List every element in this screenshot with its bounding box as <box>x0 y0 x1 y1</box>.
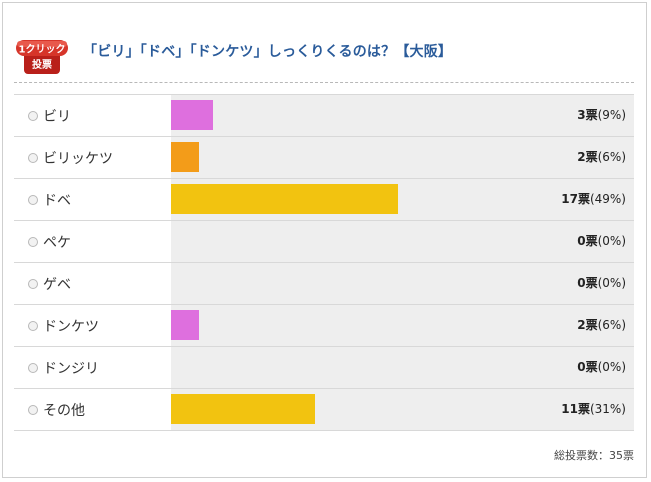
poll-row: ペケ 0票(0%) <box>14 221 634 263</box>
poll-option[interactable]: ペケ <box>14 221 171 262</box>
vote-count: 0 <box>577 276 586 290</box>
poll-row: ドンジリ 0票(0%) <box>14 347 634 389</box>
result-value: 2票(6%) <box>577 305 626 346</box>
vote-percent: (6%) <box>597 318 626 332</box>
poll-option[interactable]: ドベ <box>14 179 171 220</box>
vote-percent: (9%) <box>597 108 626 122</box>
poll-row: ビリ 3票(9%) <box>14 95 634 137</box>
radio-button[interactable] <box>28 404 38 415</box>
total-votes: 総投票数：35票 <box>554 449 634 462</box>
vote-unit: 票 <box>585 108 598 122</box>
vote-percent: (0%) <box>597 234 626 248</box>
radio-button[interactable] <box>28 362 38 373</box>
result-value: 0票(0%) <box>577 347 626 388</box>
radio-button[interactable] <box>28 194 38 205</box>
poll-title: 「ビリ」「ドベ」「ドンケツ」しっくりくるのは？【大阪】 <box>83 44 453 60</box>
result-bar <box>171 310 199 340</box>
result-bar-track: 3票(9%) <box>171 95 634 136</box>
radio-button[interactable] <box>28 152 38 163</box>
vote-percent: (6%) <box>597 150 626 164</box>
vote-count: 2 <box>577 318 586 332</box>
option-label: ゲベ <box>43 276 71 293</box>
vote-count: 0 <box>577 360 586 374</box>
vote-unit: 票 <box>585 318 598 332</box>
option-label: ドベ <box>43 192 71 209</box>
result-bar-track: 17票(49%) <box>171 179 634 220</box>
vote-unit: 票 <box>585 150 598 164</box>
vote-unit: 票 <box>585 276 598 290</box>
result-bar <box>171 394 315 424</box>
result-value: 17票(49%) <box>561 179 626 220</box>
option-label: ビリッケツ <box>43 150 113 167</box>
vote-count: 2 <box>577 150 586 164</box>
result-bar <box>171 100 213 130</box>
vote-percent: (49%) <box>589 192 626 206</box>
result-bar-track: 2票(6%) <box>171 305 634 346</box>
poll-option[interactable]: ゲベ <box>14 263 171 304</box>
vote-count: 17 <box>561 192 578 206</box>
result-bar <box>171 184 398 214</box>
vote-count: 0 <box>577 234 586 248</box>
badge-line1: 1クリック <box>19 44 66 56</box>
option-label: ドンジリ <box>43 360 99 377</box>
result-bar-track: 0票(0%) <box>171 221 634 262</box>
radio-button[interactable] <box>28 110 38 121</box>
result-value: 0票(0%) <box>577 221 626 262</box>
result-bar <box>171 142 199 172</box>
option-label: ドンケツ <box>43 318 99 335</box>
vote-unit: 票 <box>577 192 590 206</box>
result-bar-track: 2票(6%) <box>171 137 634 178</box>
poll-row: ドベ 17票(49%) <box>14 179 634 221</box>
vote-count: 3 <box>577 108 586 122</box>
result-bar-track: 0票(0%) <box>171 347 634 388</box>
result-value: 2票(6%) <box>577 137 626 178</box>
result-value: 11票(31%) <box>561 389 626 430</box>
vote-percent: (31%) <box>589 402 626 416</box>
result-bar-track: 11票(31%) <box>171 389 634 430</box>
poll-row: その他 11票(31%) <box>14 389 634 431</box>
title-divider <box>14 82 634 83</box>
vote-unit: 票 <box>585 234 598 248</box>
option-label: ビリ <box>43 108 71 125</box>
vote-unit: 票 <box>577 402 590 416</box>
vote-unit: 票 <box>585 360 598 374</box>
result-bar-track: 0票(0%) <box>171 263 634 304</box>
poll-options-table: ビリ 3票(9%) ビリッケツ 2票(6%) ドベ 17票(49%) ペケ 0票(0%) ゲベ 0… <box>14 94 634 431</box>
vote-percent: (0%) <box>597 276 626 290</box>
poll-row: ドンケツ 2票(6%) <box>14 305 634 347</box>
poll-option[interactable]: ビリッケツ <box>14 137 171 178</box>
option-label: ペケ <box>43 234 71 251</box>
radio-button[interactable] <box>28 236 38 247</box>
radio-button[interactable] <box>28 320 38 331</box>
option-label: その他 <box>43 402 85 419</box>
poll-option[interactable]: ドンケツ <box>14 305 171 346</box>
badge-line2: 投票 <box>32 58 52 71</box>
poll-option[interactable]: その他 <box>14 389 171 430</box>
vote-percent: (0%) <box>597 360 626 374</box>
one-click-vote-badge-icon: 1クリック 投票 <box>16 40 68 74</box>
result-value: 0票(0%) <box>577 263 626 304</box>
result-value: 3票(9%) <box>577 95 626 136</box>
vote-count: 11 <box>561 402 578 416</box>
radio-button[interactable] <box>28 278 38 289</box>
poll-row: ゲベ 0票(0%) <box>14 263 634 305</box>
poll-option[interactable]: ビリ <box>14 95 171 136</box>
poll-option[interactable]: ドンジリ <box>14 347 171 388</box>
poll-row: ビリッケツ 2票(6%) <box>14 137 634 179</box>
